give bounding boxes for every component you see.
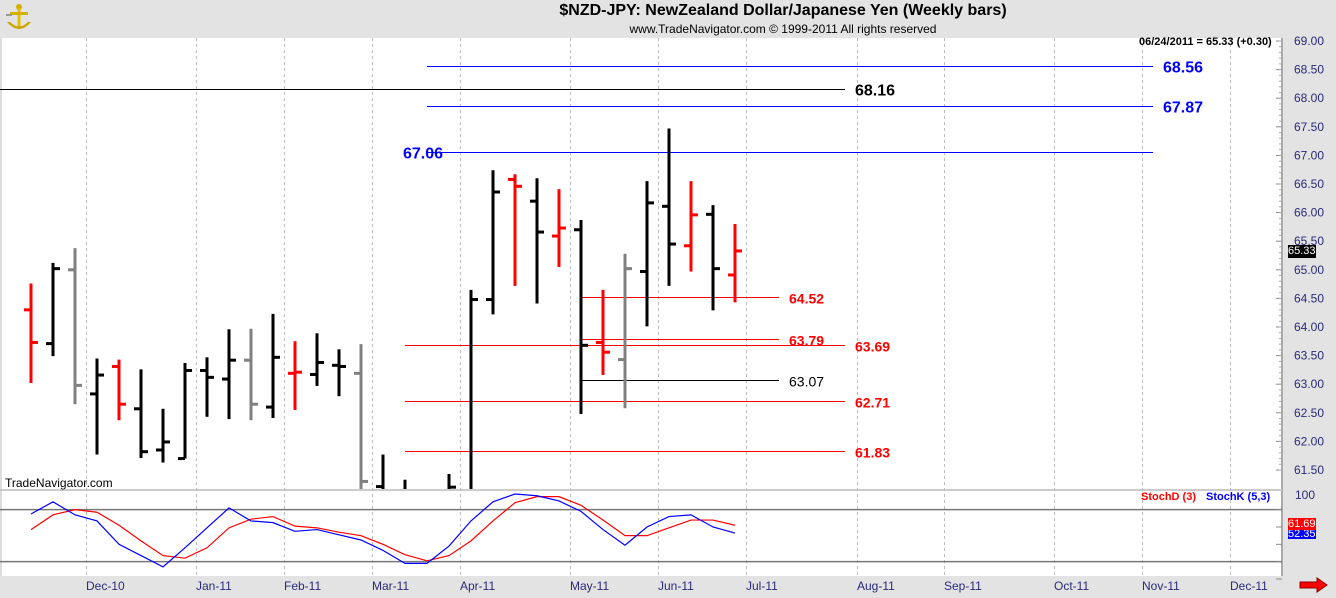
level-label: 67.87	[1163, 100, 1203, 117]
level-label: 62.71	[855, 395, 890, 411]
y-tick-label: 62.00	[1294, 434, 1324, 448]
legend-stochd: StochD (3)	[1141, 491, 1196, 503]
x-tick-label: Apr-11	[460, 579, 495, 593]
x-tick-label: Mar-11	[372, 579, 409, 593]
y-tick-label: 68.00	[1294, 91, 1324, 105]
y-tick-label: 65.00	[1294, 263, 1324, 277]
y-tick-label: 66.00	[1294, 206, 1324, 220]
last-quote-readout: 06/24/2011 = 65.33 (+0.30)	[1139, 36, 1272, 48]
stoch-line	[30, 496, 736, 562]
chart-title: $NZD-JPY: NewZealand Dollar/Japanese Yen…	[559, 2, 1007, 19]
stoch-line	[30, 493, 736, 568]
x-tick-label: Dec-10	[86, 579, 125, 593]
level-label: 63.69	[855, 339, 890, 355]
stochd-last-tag: 61.69	[1288, 518, 1316, 530]
scroll-right-arrow-icon[interactable]	[1299, 577, 1329, 598]
price-pane	[0, 38, 1282, 489]
x-tick-label: Sep-11	[944, 579, 982, 593]
level-label: 68.16	[855, 83, 895, 100]
level-label: 61.83	[855, 445, 890, 461]
price-bars	[0, 66, 1153, 489]
x-tick-label: Jun-11	[658, 579, 694, 593]
y-tick-label: 64.50	[1294, 291, 1324, 305]
y-tick-label: 64.00	[1294, 320, 1324, 334]
y-tick-label: 62.50	[1294, 406, 1324, 420]
stoch-axis-100: 100	[1295, 488, 1316, 502]
y-tick-label: 63.00	[1294, 377, 1324, 391]
y-tick-label: 61.50	[1294, 463, 1324, 477]
x-tick-label: Dec-11	[1230, 579, 1268, 593]
stoch-pane	[0, 491, 1282, 576]
y-tick-label: 66.50	[1294, 177, 1324, 191]
watermark-text: TradeNavigator.com	[5, 476, 113, 490]
x-tick-label: May-11	[570, 579, 609, 593]
y-tick-label: 69.00	[1294, 34, 1324, 48]
trade-navigator-logo-icon	[4, 2, 34, 39]
level-label: 63.79	[789, 333, 824, 349]
level-label: 68.56	[1163, 60, 1203, 77]
x-tick-label: Feb-11	[284, 579, 321, 593]
y-tick-label: 65.50	[1294, 234, 1324, 248]
x-tick-label: Aug-11	[857, 579, 895, 593]
last-price-tag: 65.33	[1288, 245, 1316, 258]
chart-header	[0, 0, 1336, 38]
copyright-subtitle: www.TradeNavigator.com © 1999-2011 All r…	[629, 22, 937, 36]
x-tick-label: Oct-11	[1054, 579, 1089, 593]
level-label: 64.52	[789, 291, 824, 307]
stochk-last-tag: 52.35	[1288, 528, 1316, 540]
y-tick-label: 68.50	[1294, 63, 1324, 77]
x-tick-label: Jul-11	[746, 579, 778, 593]
x-tick-label: Nov-11	[1142, 579, 1180, 593]
level-label: 63.07	[789, 374, 824, 390]
level-label: 67.06	[403, 146, 443, 163]
y-tick-label: 63.50	[1294, 349, 1324, 363]
x-tick-label: Jan-11	[196, 579, 232, 593]
legend-stochk: StochK (5,3)	[1206, 491, 1271, 503]
y-tick-label: 67.50	[1294, 120, 1324, 134]
y-tick-label: 67.00	[1294, 148, 1324, 162]
